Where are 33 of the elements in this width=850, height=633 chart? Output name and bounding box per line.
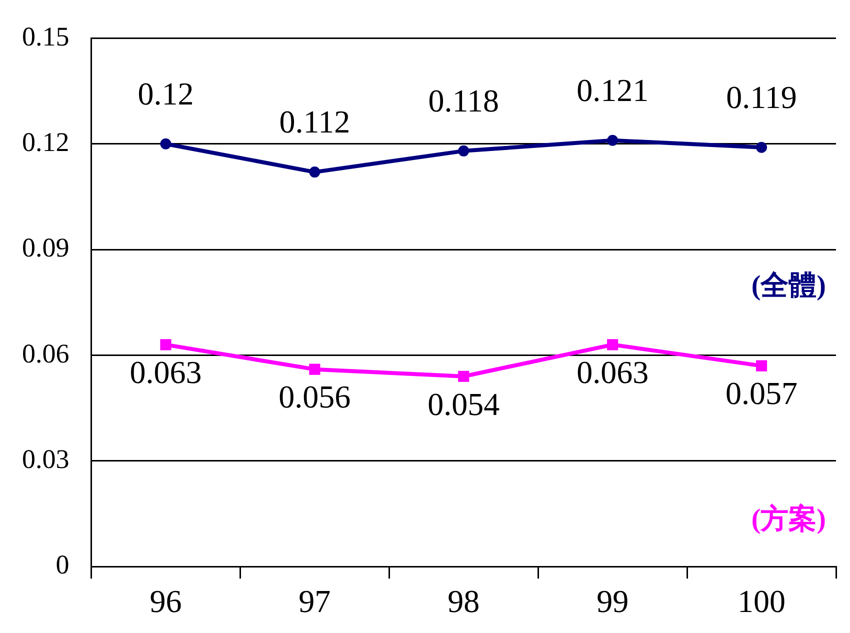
data-label: 0.119: [726, 78, 797, 115]
data-label: 0.112: [279, 103, 350, 140]
data-label: 0.054: [428, 386, 500, 422]
data-label: 0.056: [278, 378, 351, 415]
x-tick-label: 97: [298, 583, 331, 620]
point: [160, 339, 172, 350]
data-label: 0.063: [130, 354, 202, 390]
point: [458, 145, 470, 156]
point: [607, 134, 618, 146]
x-tick-label: 96: [150, 583, 182, 620]
y-tick-label: 0.15: [22, 21, 70, 52]
data-label: 0.12: [138, 75, 194, 112]
point: [756, 142, 768, 153]
data-label: 0.057: [726, 375, 798, 412]
text: (方案): [751, 503, 826, 536]
data-label: 0.121: [576, 72, 649, 108]
y-tick-label: 0.03: [22, 444, 70, 474]
point: [160, 138, 172, 150]
x-tick-label: 99: [596, 583, 629, 620]
y-tick-label: 0.09: [22, 232, 70, 263]
point: [458, 370, 470, 382]
y-tick-label: 0.06: [22, 338, 70, 368]
y-tick-label: 0: [56, 550, 70, 580]
data-label: 0.063: [576, 354, 649, 390]
point: [309, 364, 320, 375]
point: [756, 360, 768, 372]
x-tick-label: 100: [738, 583, 786, 620]
data-label: 0.118: [428, 82, 500, 118]
x-tick-label: 98: [448, 583, 480, 620]
point: [309, 166, 320, 178]
text: (全體): [751, 270, 826, 302]
y-tick-label: 0.12: [22, 126, 70, 157]
point: [607, 339, 618, 350]
